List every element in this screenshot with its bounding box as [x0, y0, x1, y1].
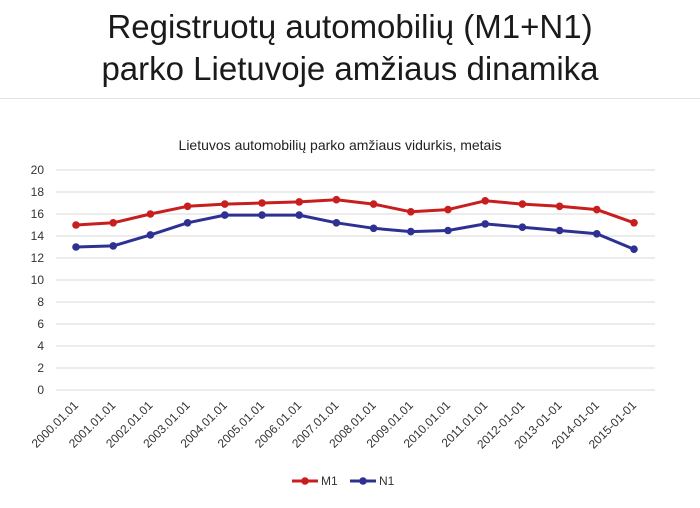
y-tick-label: 20 [31, 163, 45, 177]
y-tick-label: 14 [31, 229, 45, 243]
legend-label: M1 [321, 474, 338, 488]
y-tick-label: 18 [31, 185, 45, 199]
data-point [295, 198, 304, 206]
legend-marker [301, 477, 309, 485]
chart-gridlines [56, 169, 655, 391]
series-line-m1 [75, 198, 635, 227]
data-point [183, 202, 192, 211]
data-point [109, 242, 117, 250]
data-point [221, 200, 229, 208]
slide-title-line-2: parko Lietuvoje amžiaus dinamika [101, 50, 599, 87]
legend-marker [359, 477, 367, 485]
title-divider [0, 98, 700, 99]
y-tick-label: 6 [37, 317, 44, 331]
data-point [630, 219, 638, 227]
series-m1 [72, 195, 638, 229]
data-point [481, 220, 490, 228]
data-point [332, 219, 341, 227]
series-line-n1 [75, 213, 635, 251]
y-tick-label: 12 [31, 251, 45, 265]
y-tick-label: 4 [37, 339, 44, 353]
data-point [369, 224, 378, 233]
data-point [72, 243, 80, 251]
y-tick-label: 16 [31, 207, 45, 221]
series-n1 [72, 211, 638, 253]
data-point [555, 202, 564, 211]
data-point [146, 231, 155, 239]
chart-legend: M1 N1 [292, 474, 395, 488]
data-point [183, 219, 192, 227]
data-point [593, 230, 601, 238]
data-point [369, 200, 378, 208]
data-point [109, 219, 117, 227]
data-point [593, 205, 601, 214]
chart-series [72, 195, 638, 253]
data-point [295, 211, 304, 219]
data-point [407, 227, 415, 236]
data-point [444, 205, 452, 214]
data-point [481, 197, 490, 205]
y-tick-label: 2 [37, 361, 44, 375]
data-point [444, 226, 452, 235]
data-point [518, 200, 527, 208]
data-point [258, 211, 266, 219]
data-point [332, 195, 341, 204]
x-axis-tick-labels: 2000.01.012001.01.012002.01.012003.01.01… [29, 398, 640, 452]
data-point [221, 211, 229, 219]
legend-label: N1 [379, 474, 395, 488]
chart-title: Lietuvos automobilių parko amžiaus vidur… [179, 137, 502, 153]
data-point [146, 210, 155, 218]
line-chart: Lietuvos automobilių parko amžiaus vidur… [29, 137, 655, 488]
data-point [258, 199, 266, 207]
y-tick-label: 8 [37, 295, 44, 309]
y-tick-label: 10 [31, 273, 45, 287]
y-axis-tick-labels: 0 2 4 6 8 10 12 14 16 18 20 [31, 163, 45, 397]
data-point [555, 226, 564, 235]
y-tick-label: 0 [37, 383, 44, 397]
data-point [630, 245, 638, 253]
slide-title-line-1: Registruotų automobilių (M1+N1) [107, 8, 593, 45]
data-point [518, 223, 527, 231]
data-point [407, 208, 415, 216]
data-point [72, 221, 80, 229]
slide-title: Registruotų automobilių (M1+N1) parko Li… [0, 6, 700, 90]
